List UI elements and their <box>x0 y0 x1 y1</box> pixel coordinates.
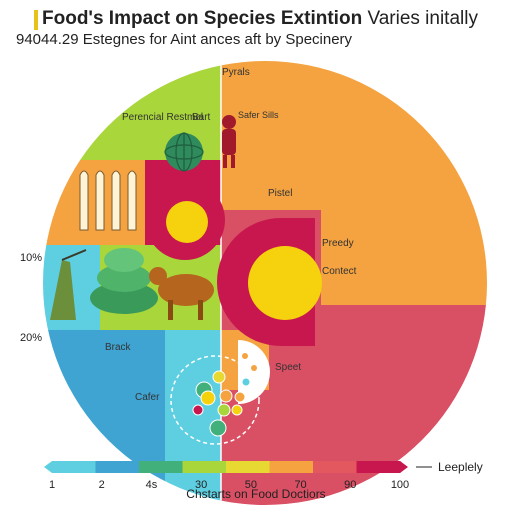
label-pyrals: Pyrals <box>222 67 250 78</box>
person-icon <box>222 115 236 168</box>
bird-illustration <box>50 249 87 320</box>
label-contect: Contect <box>322 266 357 277</box>
chart-subtitle: 94044.29 Estegnes for Aint ances aft by … <box>16 31 353 48</box>
animal-illustration <box>149 267 214 320</box>
yellow-core-upper <box>166 201 208 243</box>
figures-illustration <box>79 170 137 231</box>
yellow-core-large <box>248 246 322 320</box>
label-bart: Bart <box>192 112 211 123</box>
scale-segment <box>356 461 401 473</box>
label-cafer: Cafer <box>135 392 160 403</box>
scale-tick-label: 100 <box>391 479 409 491</box>
scale-tick-label: 2 <box>99 479 105 491</box>
cluster-dot <box>234 391 246 403</box>
chart-title-regular: Varies initally <box>367 8 478 29</box>
scale-segment <box>313 461 357 473</box>
scale-segment <box>95 461 140 473</box>
cluster-dot <box>200 390 216 406</box>
scale-tick-label: 30 <box>195 479 207 491</box>
cluster-dot <box>192 404 204 416</box>
white-wedge-icon <box>238 340 270 404</box>
chart-caption: Chstarts on Food Doctiors <box>186 487 326 501</box>
scale-segment <box>269 461 314 473</box>
cluster-dot <box>209 419 227 437</box>
side-tick-1: 10% <box>20 252 42 264</box>
dashed-ring <box>170 355 260 445</box>
chart-title: Food's Impact on Species Extintion Varie… <box>42 8 478 30</box>
bush-illustration <box>90 248 158 314</box>
side-tick-2: 20% <box>20 332 42 344</box>
label-brack: Brack <box>105 342 132 353</box>
label-speet: Speet <box>275 362 301 373</box>
chart-title-bold: Food's Impact on Species Extintion <box>42 8 363 29</box>
scale-segment <box>139 461 183 473</box>
scale-tick-label: 4s <box>146 479 158 491</box>
scale-left-arrow <box>44 461 52 473</box>
legend-label: Leeplely <box>438 460 483 474</box>
scale-tick-label: 90 <box>344 479 356 491</box>
globe-icon <box>164 132 204 172</box>
scale-tick-label: 70 <box>294 479 306 491</box>
scale-tick-label: 1 <box>49 479 55 491</box>
cluster-dot <box>212 370 226 384</box>
cluster-dot <box>217 403 231 417</box>
label-pistel: Pistel <box>268 188 292 199</box>
scale-ticks: 1 2 4s 30 50 70 90 100 <box>49 479 409 491</box>
cluster-dot <box>231 404 243 416</box>
label-perencial: Perencial Restmel <box>122 112 203 123</box>
title-accent-bar <box>34 10 38 30</box>
cluster-dot <box>219 389 233 403</box>
scale-segment <box>52 461 96 473</box>
scale-tick-label: 50 <box>245 479 257 491</box>
scale-right-arrow <box>400 461 408 473</box>
color-scale <box>52 461 401 473</box>
dot-cluster <box>192 370 251 437</box>
region-teal-lower <box>165 330 221 505</box>
cluster-dot <box>241 377 251 387</box>
scale-segment <box>182 461 227 473</box>
label-safer: Safer Sills <box>238 110 279 120</box>
label-preedy: Preedy <box>322 238 354 249</box>
scale-segment <box>226 461 270 473</box>
